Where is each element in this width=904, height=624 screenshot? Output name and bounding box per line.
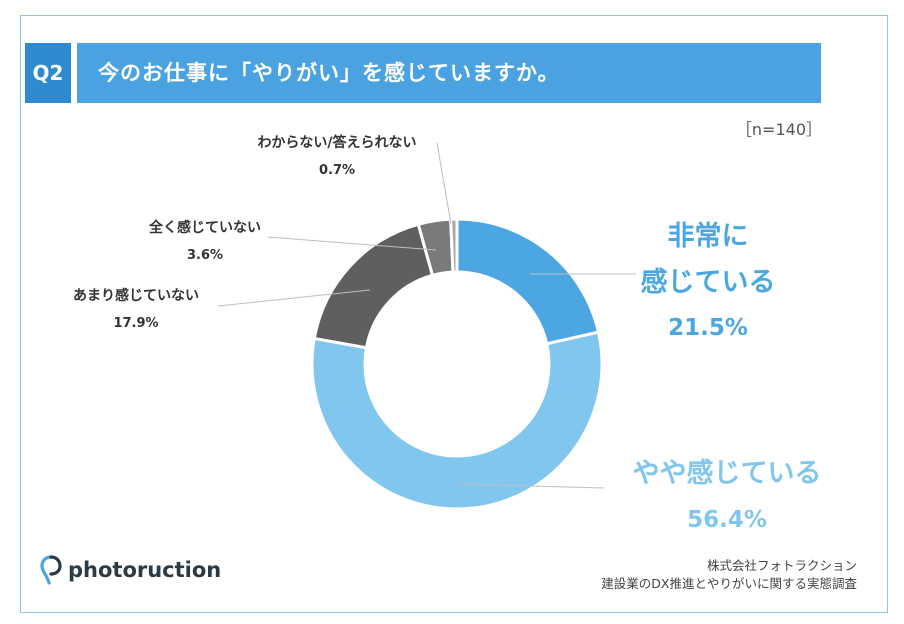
label-not-much: あまり感じていない <box>73 287 199 304</box>
leader-line-not-much <box>217 289 371 307</box>
photoruction-logo: photoruction <box>40 555 221 585</box>
slice-very <box>455 217 601 346</box>
slice-dont-know <box>449 217 459 274</box>
source-survey: 建設業のDX推進とやりがいに関する実態調査 <box>601 576 857 591</box>
source-company: 株式会社フォトラクション <box>706 558 857 573</box>
value-label-somewhat: 56.4% <box>687 507 767 533</box>
logo-text: photoruction <box>68 558 222 582</box>
value-label-dont-know: 0.7% <box>319 163 355 178</box>
question-badge: Q2 <box>25 43 71 103</box>
sample-size-label: ［n=140］ <box>735 120 822 139</box>
label-dont-know: わからない/答えられない <box>257 134 416 151</box>
value-label-not-much: 17.9% <box>113 316 158 331</box>
leader-line-not-at-all <box>267 236 437 251</box>
slice-not-much <box>312 222 435 350</box>
logo-pin-icon <box>40 555 62 585</box>
label-not-at-all: 全く感じていない <box>148 219 261 236</box>
question-title: 今のお仕事に「やりがい」を感じていますか。 <box>98 61 560 85</box>
leader-line-somewhat <box>459 483 605 489</box>
question-bar <box>77 43 821 103</box>
label-very-line1: 非常に <box>668 221 749 252</box>
leader-line-dont-know <box>436 142 452 225</box>
value-label-not-at-all: 3.6% <box>187 248 223 263</box>
value-label-very: 21.5% <box>668 315 748 341</box>
slice-somewhat <box>310 330 604 511</box>
source-note: 株式会社フォトラクション 建設業のDX推進とやりがいに関する実態調査 <box>601 557 857 593</box>
chart-frame <box>20 15 888 613</box>
label-very-line2: 感じている <box>641 266 776 298</box>
label-somewhat: やや感じている <box>633 457 822 489</box>
